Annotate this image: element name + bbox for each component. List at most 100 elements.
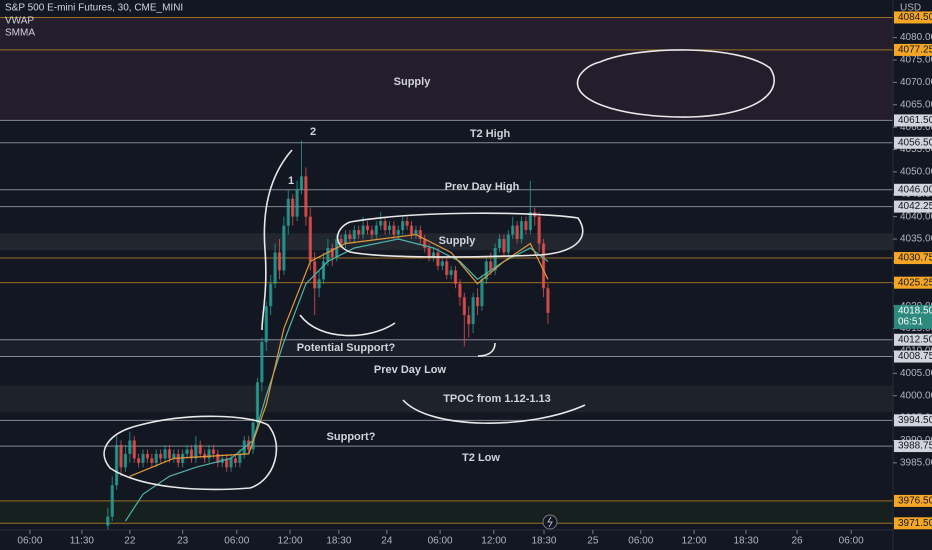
curve: [299, 314, 396, 337]
y-tick-label: 4065.00: [900, 99, 932, 110]
level-label: 4056.50: [898, 137, 932, 148]
candle-body: [185, 449, 189, 454]
level-label-box: [894, 276, 932, 289]
level-label: 3994.50: [898, 415, 932, 426]
candle-body: [198, 444, 202, 454]
candle-body: [216, 453, 220, 463]
candle-body: [467, 315, 471, 325]
candle-body: [361, 225, 365, 235]
candle-body: [541, 243, 546, 289]
x-tick-label: 06:00: [428, 536, 453, 547]
level-label-box: [894, 494, 932, 507]
y-tick-label: 4000.00: [900, 390, 932, 401]
x-tick-label: 26: [791, 536, 803, 547]
candle-body: [264, 306, 268, 342]
level-label: 4046.00: [898, 184, 932, 195]
y-tick-label: 4070.00: [900, 77, 932, 88]
candle-body: [440, 261, 444, 266]
level-label-box: [894, 200, 932, 213]
level-label: 4012.50: [898, 334, 932, 345]
candle-body: [449, 270, 453, 275]
y-tick-label: 4055.00: [900, 144, 932, 155]
level-label: 4042.25: [898, 201, 932, 212]
y-tick-label: 4050.00: [900, 167, 932, 178]
candle-body: [211, 449, 216, 454]
candle-body: [238, 453, 242, 463]
x-tick-label: 06:00: [628, 536, 653, 547]
candle-body: [304, 176, 308, 217]
candle-body: [519, 221, 524, 240]
x-tick-label: 06:00: [224, 536, 249, 547]
candle-body: [299, 176, 304, 190]
x-tick-label: 24: [381, 536, 393, 547]
candle-body: [229, 458, 233, 468]
level-label: 3976.50: [898, 496, 932, 507]
indicator-label: SMMA: [5, 28, 35, 39]
level-label: 3988.75: [898, 441, 932, 452]
candle-body: [167, 449, 172, 459]
replay-icon-glyph: [547, 516, 553, 528]
candle-body: [277, 252, 282, 271]
ellipse: [103, 415, 278, 491]
x-tick-label: 18:30: [326, 536, 351, 547]
level-label-box: [894, 43, 932, 56]
candle-body: [379, 221, 383, 226]
y-tick-label: 4005.00: [900, 368, 932, 379]
candle-body: [159, 453, 163, 459]
candle-body: [255, 382, 260, 423]
candle-body: [269, 283, 273, 307]
annotation: 1: [288, 175, 294, 187]
candle-body: [475, 297, 480, 307]
y-tick-label: 4080.00: [900, 32, 932, 43]
candle-body: [150, 458, 154, 463]
zone: [0, 339, 893, 357]
countdown: 06:51: [898, 317, 923, 328]
candle-body: [207, 449, 211, 459]
candle-body: [414, 230, 418, 235]
candle-body: [471, 297, 475, 325]
candle-body: [365, 225, 370, 231]
candle-body: [317, 279, 321, 289]
candle-body: [506, 234, 510, 253]
y-tick-label: 4040.00: [900, 211, 932, 222]
level-label-box: [894, 114, 932, 127]
candle-body: [458, 283, 462, 298]
candle-body: [348, 234, 352, 240]
candle-body: [308, 216, 312, 262]
x-tick-label: 06:00: [839, 536, 864, 547]
candle-body: [251, 422, 255, 450]
curve: [402, 399, 586, 424]
candle-body: [489, 261, 493, 271]
x-tick-label: 12:00: [278, 536, 303, 547]
zone: [0, 500, 893, 524]
annotation: T2 High: [470, 128, 511, 140]
indicator-label: VWAP: [5, 16, 34, 27]
x-tick-label: 12:00: [481, 536, 506, 547]
candle-body: [282, 225, 286, 271]
candle-body: [497, 239, 502, 248]
candle-body: [106, 516, 110, 526]
x-tick-label: 12:00: [682, 536, 707, 547]
bracket: [261, 149, 293, 331]
y-tick-label: 3985.00: [900, 457, 932, 468]
candle-body: [537, 216, 541, 244]
candle-body: [291, 198, 295, 217]
candle-body: [225, 458, 229, 468]
candle-body: [145, 453, 150, 459]
chart-title: S&P 500 E-mini Futures, 30, CME_MINI: [5, 3, 183, 14]
candle-body: [141, 453, 145, 463]
indicator-line: [129, 233, 549, 477]
level-label-box: [894, 350, 932, 363]
candle-body: [132, 440, 136, 459]
candle-body: [115, 444, 119, 486]
level-label-box: [894, 517, 932, 530]
zone: [0, 17, 893, 121]
candle-body: [137, 458, 141, 463]
candle-body: [427, 247, 431, 257]
x-tick-label: 25: [587, 536, 599, 547]
candle-body: [423, 239, 427, 248]
candle-body: [189, 449, 194, 459]
candle-body: [405, 221, 409, 226]
candle-body: [374, 225, 378, 235]
